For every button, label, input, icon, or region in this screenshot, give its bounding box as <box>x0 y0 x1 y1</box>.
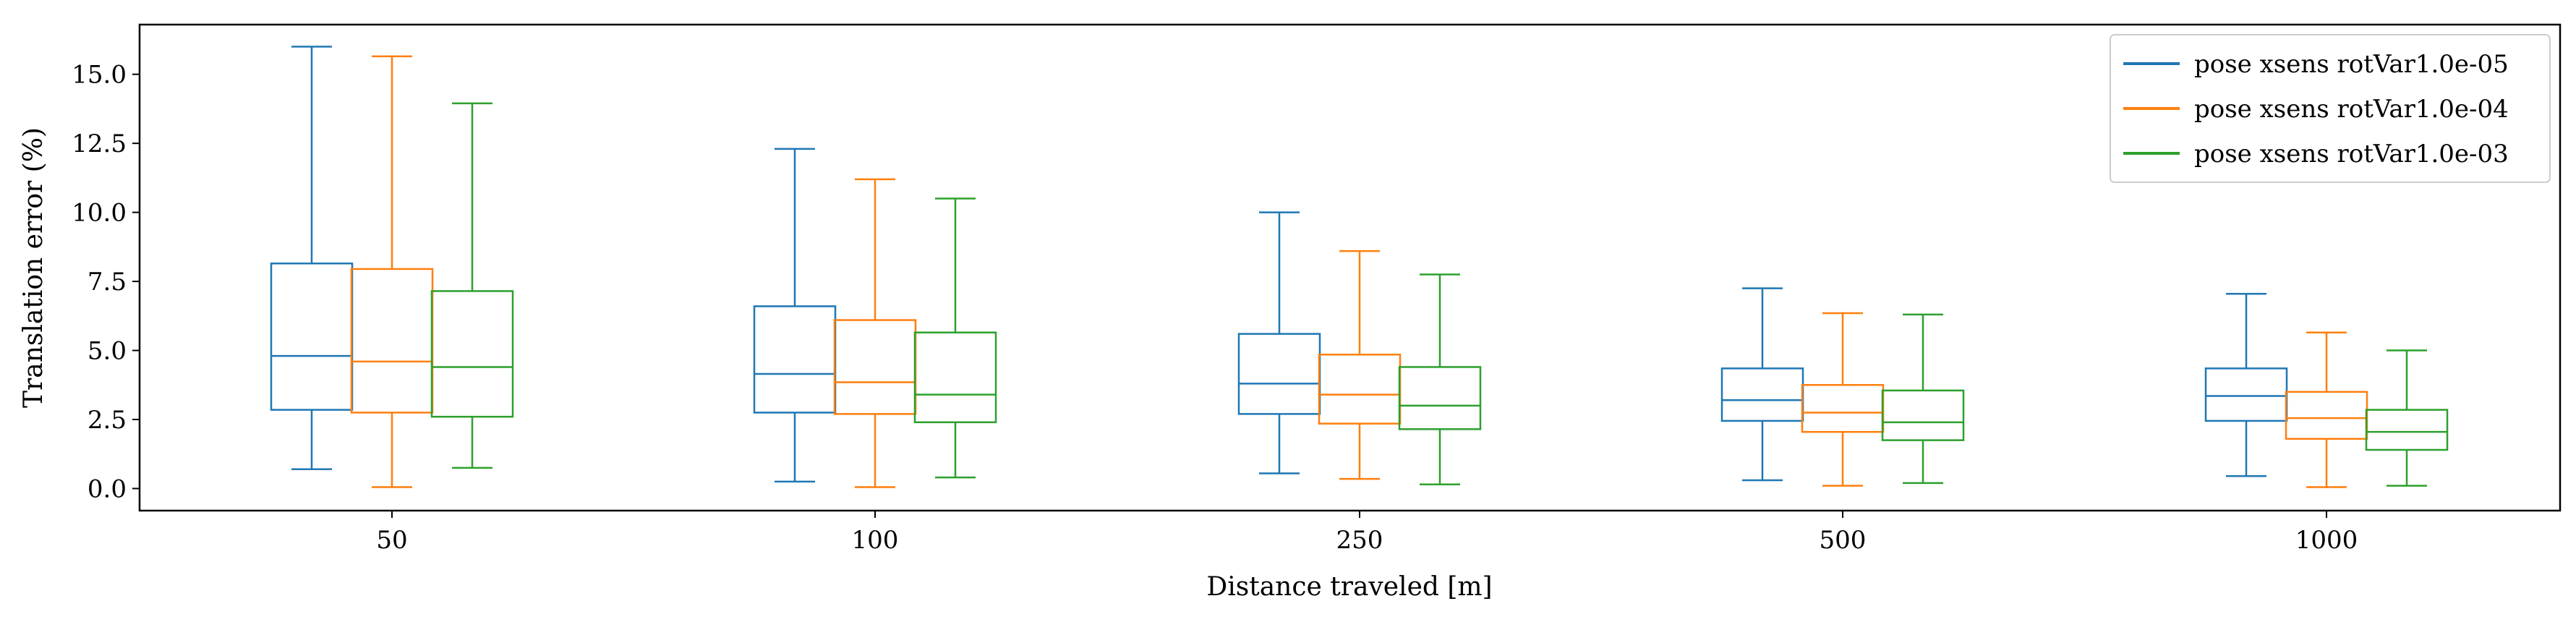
legend: pose xsens rotVar1.0e-05 pose xsens rotVa… <box>2110 34 2551 183</box>
y-tick-label-0: 0.0 <box>88 474 127 503</box>
y-tick-label-2: 5.0 <box>88 337 127 366</box>
box-body-1-0 <box>350 268 434 414</box>
box-2-1 <box>913 197 997 479</box>
legend-label-2: pose xsens rotVar1.0e-03 <box>2194 140 2509 169</box>
y-tick-label-4: 10.0 <box>72 199 127 228</box>
series-2 <box>430 102 2449 487</box>
box-body-1-4 <box>2285 391 2368 440</box>
box-body-0-3 <box>1720 367 1804 422</box>
box-body-2-3 <box>1881 389 1965 441</box>
box-1-0 <box>350 55 434 488</box>
y-tick-label-1: 2.5 <box>88 406 127 435</box>
box-body-2-1 <box>913 331 997 424</box>
plot-area <box>270 46 2449 488</box>
plot-frame <box>138 23 2562 512</box>
box-2-3 <box>1881 313 1965 485</box>
legend-label-0: pose xsens rotVar1.0e-05 <box>2194 50 2509 79</box>
box-2-4 <box>2365 349 2449 487</box>
box-body-2-4 <box>2365 409 2449 451</box>
box-1-2 <box>1318 250 1402 480</box>
box-body-1-3 <box>1801 384 1885 433</box>
series-0 <box>270 46 2288 483</box>
x-tick-label-1: 100 <box>852 526 899 555</box>
x-tick-label-4: 1000 <box>2295 526 2358 555</box>
box-0-2 <box>1237 211 1321 474</box>
box-0-4 <box>2204 293 2288 477</box>
box-body-0-4 <box>2204 367 2288 422</box>
legend-label-1: pose xsens rotVar1.0e-04 <box>2194 95 2509 124</box>
x-tick-label-3: 500 <box>1820 526 1867 555</box>
box-body-0-1 <box>753 305 837 414</box>
x-axis-label: Distance traveled [m] <box>1206 572 1492 602</box>
y-tick-label-5: 12.5 <box>72 129 127 158</box>
box-1-3 <box>1801 312 1885 487</box>
box-1-1 <box>833 178 917 488</box>
box-body-2-2 <box>1398 366 1482 430</box>
box-body-2-0 <box>430 290 514 418</box>
box-0-0 <box>270 46 354 470</box>
box-body-1-2 <box>1318 354 1402 425</box>
box-2-0 <box>430 102 514 469</box>
box-body-0-2 <box>1237 333 1321 415</box>
y-axis: 0.0 2.5 5.0 7.5 10.0 12.5 15.0 <box>72 61 140 503</box>
series-1 <box>350 55 2368 488</box>
box-0-3 <box>1720 287 1804 482</box>
box-1-4 <box>2285 331 2368 488</box>
box-0-1 <box>753 148 837 483</box>
x-axis: 50 100 250 500 1000 <box>376 511 2358 555</box>
box-body-0-0 <box>270 263 354 411</box>
box-body-1-1 <box>833 319 917 415</box>
x-tick-label-0: 50 <box>376 526 407 555</box>
box-2-2 <box>1398 273 1482 485</box>
y-tick-label-6: 15.0 <box>72 61 127 90</box>
legend-frame <box>2110 34 2551 183</box>
x-tick-label-2: 250 <box>1336 526 1383 555</box>
y-axis-label: Translation error (%) <box>19 127 48 408</box>
y-tick-label-3: 7.5 <box>88 268 127 297</box>
